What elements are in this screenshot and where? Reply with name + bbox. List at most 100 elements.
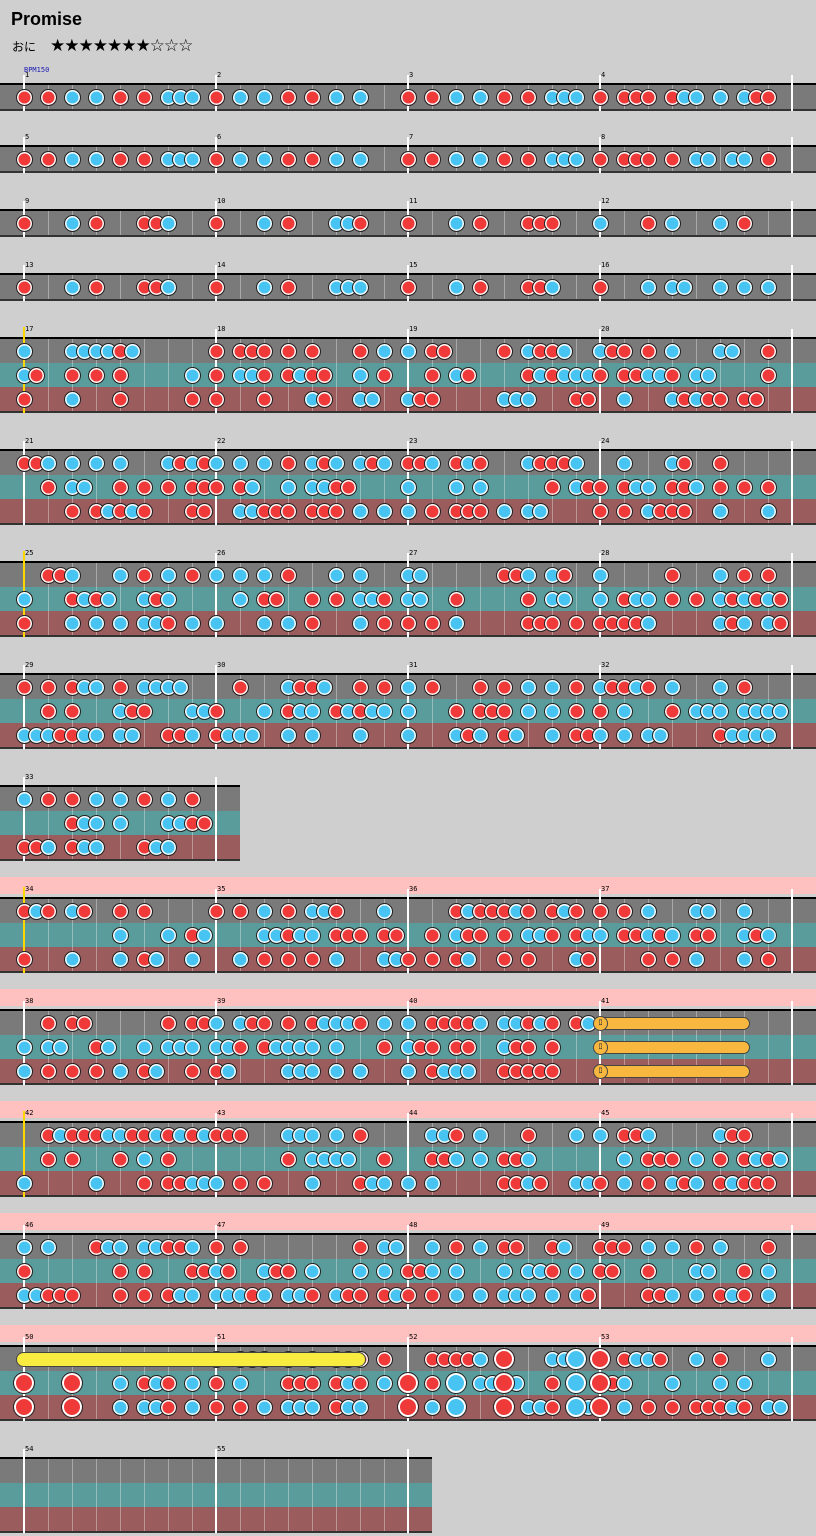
ka-note	[184, 727, 201, 744]
don-note	[112, 479, 129, 496]
ka-note	[400, 343, 417, 360]
don-note	[400, 151, 417, 168]
don-note	[424, 1375, 441, 1392]
don-note	[424, 679, 441, 696]
section-marker	[23, 887, 25, 973]
don-note	[748, 391, 765, 408]
don-note	[196, 503, 213, 520]
don-note	[448, 1127, 465, 1144]
ka-note	[40, 455, 57, 472]
don-note	[160, 1375, 177, 1392]
beat-line	[768, 1011, 769, 1083]
ka-note	[448, 151, 465, 168]
don-note	[304, 951, 321, 968]
don-note	[544, 1015, 561, 1032]
gogo-band	[0, 989, 816, 1006]
beat-line	[720, 1235, 721, 1307]
beat-line	[576, 211, 577, 235]
beat-line	[480, 1011, 481, 1083]
measure-number: 4	[601, 71, 606, 79]
big-don-note	[589, 1396, 611, 1418]
don-note	[688, 591, 705, 608]
ka-note	[112, 567, 129, 584]
beat-line	[696, 1347, 697, 1419]
ka-note	[112, 1239, 129, 1256]
measure-number: 52	[409, 1333, 418, 1341]
don-note	[496, 951, 513, 968]
don-note	[160, 1399, 177, 1416]
ka-note	[472, 1015, 489, 1032]
don-note	[520, 1039, 537, 1056]
don-note	[256, 391, 273, 408]
ka-note	[688, 951, 705, 968]
beat-line	[240, 211, 241, 235]
beat-line	[720, 339, 721, 411]
beat-line	[192, 563, 193, 635]
don-note	[136, 1175, 153, 1192]
ka-note	[760, 1287, 777, 1304]
beat-line	[576, 1123, 577, 1195]
ka-note	[376, 455, 393, 472]
ka-note	[172, 679, 189, 696]
don-note	[208, 903, 225, 920]
don-note	[616, 343, 633, 360]
big-don-note	[493, 1348, 515, 1370]
ka-note	[772, 703, 789, 720]
don-note	[568, 903, 585, 920]
beat-line	[480, 339, 481, 411]
beat-line	[192, 1459, 193, 1531]
ka-note	[520, 703, 537, 720]
don-note	[112, 367, 129, 384]
ka-note	[352, 89, 369, 106]
ka-note	[772, 1399, 789, 1416]
don-note	[496, 679, 513, 696]
don-note	[40, 89, 57, 106]
ka-note	[412, 591, 429, 608]
don-note	[136, 89, 153, 106]
don-note	[544, 1399, 561, 1416]
don-note	[400, 279, 417, 296]
don-note	[112, 1263, 129, 1280]
ka-note	[16, 1175, 33, 1192]
ka-note	[376, 503, 393, 520]
measure-number: 37	[601, 885, 610, 893]
ka-note	[400, 679, 417, 696]
ka-note	[664, 215, 681, 232]
don-note	[112, 89, 129, 106]
don-note	[208, 479, 225, 496]
ka-note	[208, 1175, 225, 1192]
ka-note	[16, 1063, 33, 1080]
don-note	[40, 703, 57, 720]
don-note	[160, 1151, 177, 1168]
ka-note	[184, 951, 201, 968]
don-note	[64, 367, 81, 384]
ka-note	[112, 1375, 129, 1392]
ka-note	[736, 151, 753, 168]
beat-line	[432, 211, 433, 235]
ka-note	[88, 615, 105, 632]
ka-note	[148, 951, 165, 968]
ka-note	[592, 591, 609, 608]
measure-number: 29	[25, 661, 34, 669]
don-note	[316, 367, 333, 384]
don-note	[208, 367, 225, 384]
ka-note	[184, 1039, 201, 1056]
barline	[407, 1449, 409, 1533]
ka-note	[640, 1239, 657, 1256]
ka-note	[244, 479, 261, 496]
don-note	[544, 479, 561, 496]
don-note	[424, 615, 441, 632]
don-note	[760, 89, 777, 106]
don-note	[640, 1175, 657, 1192]
ka-note	[304, 703, 321, 720]
ka-note	[160, 927, 177, 944]
ka-note	[208, 455, 225, 472]
ka-note	[472, 479, 489, 496]
beat-line	[72, 1459, 73, 1531]
don-note	[640, 1399, 657, 1416]
beat-line	[240, 899, 241, 971]
measure-number: 27	[409, 549, 418, 557]
ka-note	[64, 89, 81, 106]
beat-line	[240, 675, 241, 747]
don-note	[496, 343, 513, 360]
